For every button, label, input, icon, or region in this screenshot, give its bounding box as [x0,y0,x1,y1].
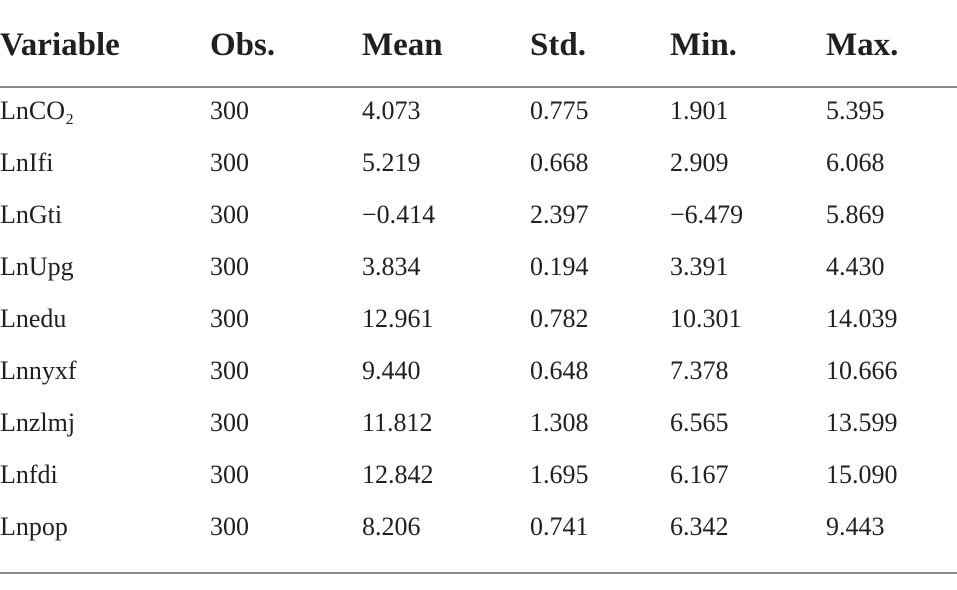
cell: 0.194 [530,252,589,281]
header-cell: Variable [0,27,120,63]
cell: 10.301 [670,304,742,333]
cell: 1.308 [530,408,589,437]
header-rule [0,86,957,88]
cell: 300 [210,252,249,281]
cell: 2.397 [530,200,589,229]
bottom-rule [0,572,957,574]
cell: 6.167 [670,460,729,489]
cell: 6.565 [670,408,729,437]
cell: −6.479 [670,200,744,229]
cell: 7.378 [670,356,729,385]
cell: 5.395 [826,96,885,125]
row-label: LnCO₂ [0,96,75,125]
row-label: LnIfi [0,148,54,177]
cell: 2.909 [670,148,729,177]
cell: 14.039 [826,304,898,333]
header-cell: Min. [670,27,737,63]
cell: 6.068 [826,148,885,177]
cell: 300 [210,460,249,489]
cell: 300 [210,408,249,437]
row-label: Lnnyxf [0,356,77,385]
header-cell: Mean [362,27,443,63]
cell: 9.440 [362,356,421,385]
cell: 15.090 [826,460,898,489]
cell: 3.834 [362,252,421,281]
cell: 300 [210,200,249,229]
cell: 300 [210,356,249,385]
header-cell: Std. [530,27,586,63]
cell: 5.869 [826,200,885,229]
cell: 300 [210,304,249,333]
cell: 5.219 [362,148,421,177]
cell: 0.775 [530,96,589,125]
row-label: Lnedu [0,304,67,333]
cell: 13.599 [826,408,898,437]
header-cell: Obs. [210,27,276,63]
cell: 10.666 [826,356,898,385]
row-label: LnUpg [0,252,74,281]
row-label: LnGti [0,200,63,229]
cell: 1.901 [670,96,729,125]
row-label: Lnpop [0,512,68,541]
row-label: Lnfdi [0,460,58,489]
cell: 300 [210,148,249,177]
row-label: Lnzlmj [0,408,76,437]
cell: 12.842 [362,460,434,489]
cell: 1.695 [530,460,589,489]
cell: 0.668 [530,148,589,177]
cell: 6.342 [670,512,729,541]
cell: 0.648 [530,356,589,385]
cell: 0.782 [530,304,589,333]
cell: 3.391 [670,252,729,281]
cell: 12.961 [362,304,434,333]
cell: 300 [210,96,249,125]
cell: 4.073 [362,96,421,125]
cell: 8.206 [362,512,421,541]
cell: 4.430 [826,252,885,281]
cell: 300 [210,512,249,541]
cell: 11.812 [362,408,433,437]
cell: −0.414 [362,200,436,229]
cell: 9.443 [826,512,885,541]
cell: 0.741 [530,512,589,541]
header-cell: Max. [826,27,899,63]
